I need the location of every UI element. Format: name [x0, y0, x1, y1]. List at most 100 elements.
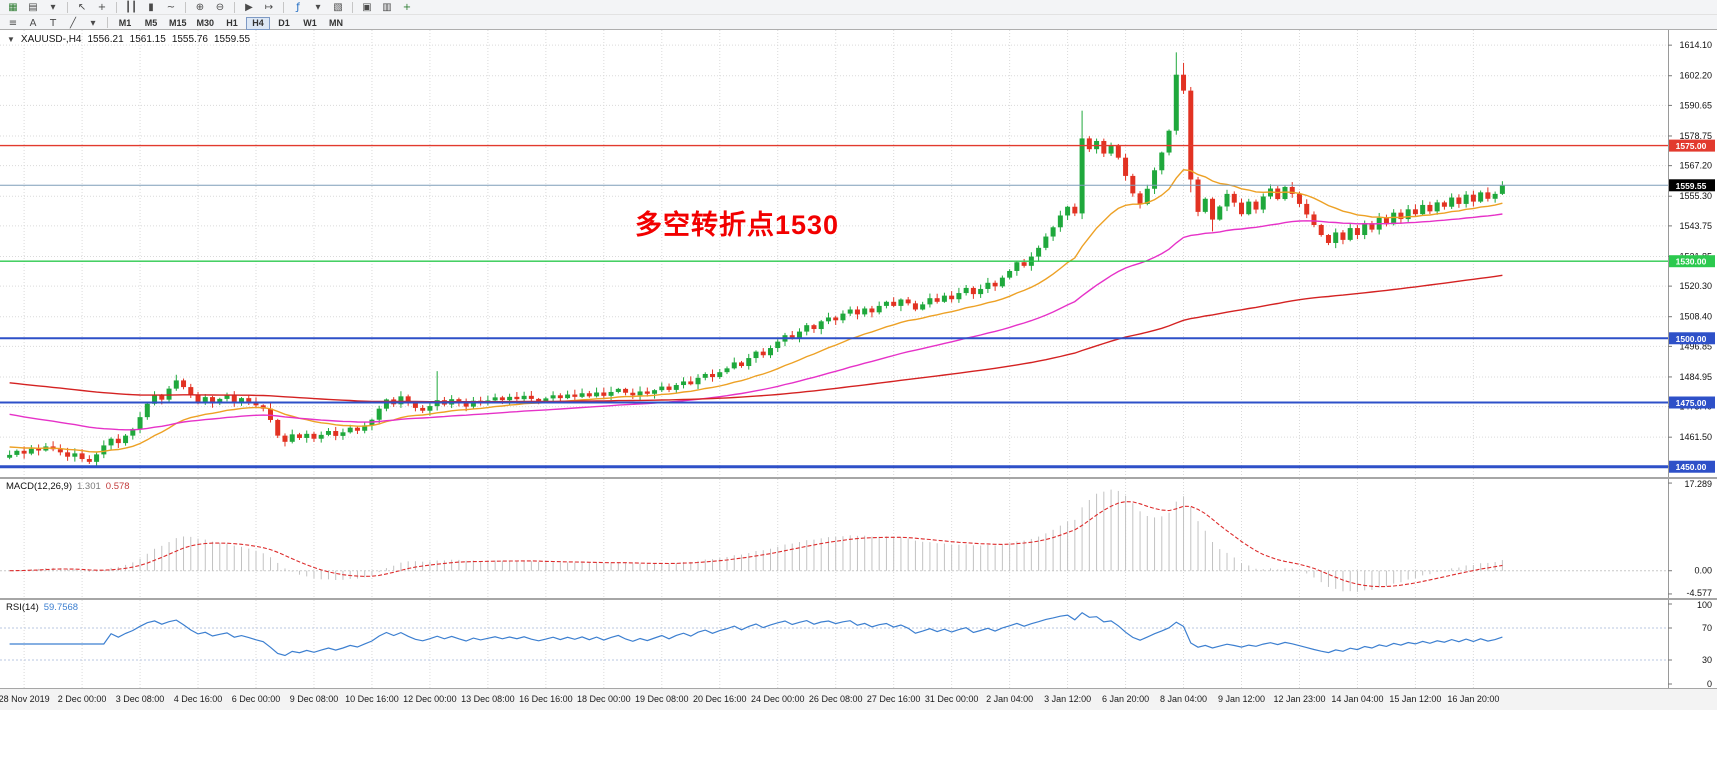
zoom-out-button[interactable]: ⊖: [211, 1, 229, 14]
price-tick: 1555.30: [1679, 191, 1712, 201]
toolbar-row-standard: ▦ ▤ ▾ ↖ + ┃┃ ▮ ~ ⊕ ⊖ ▶ ↦ ƒ ▾ ▧ ▣ ▥ +: [0, 0, 1717, 15]
indicators-button[interactable]: ƒ: [289, 1, 307, 14]
candle: [1289, 186, 1295, 194]
candle: [1137, 193, 1143, 204]
candle: [825, 317, 831, 322]
cascade-windows-button[interactable]: ▣: [358, 1, 376, 14]
profiles-dropdown[interactable]: ▾: [44, 1, 62, 14]
candle: [717, 372, 723, 378]
one-click-collapse-icon[interactable]: ▼: [7, 35, 15, 44]
timeframe-h4-button[interactable]: H4: [246, 16, 271, 30]
time-axis-label: 13 Dec 08:00: [461, 694, 515, 704]
candle: [1144, 188, 1150, 204]
timeframe-w1-button[interactable]: W1: [298, 17, 322, 30]
candle: [173, 380, 179, 389]
candle: [1239, 202, 1245, 215]
chart-shift-button[interactable]: ↦: [260, 1, 278, 14]
candle: [79, 453, 85, 460]
rsi-panel[interactable]: 100 70 30 0: [0, 600, 1717, 688]
bar-chart-button[interactable]: ┃┃: [122, 1, 140, 14]
time-axis-label: 10 Dec 16:00: [345, 694, 399, 704]
candle: [492, 397, 498, 401]
toolbar-separator: [352, 1, 353, 13]
candle: [796, 331, 802, 339]
time-axis-label: 6 Jan 20:00: [1102, 694, 1150, 704]
line-studies-dropdown[interactable]: ▾: [84, 17, 102, 30]
candle: [543, 398, 549, 401]
candle: [637, 391, 643, 396]
candle: [1173, 74, 1179, 131]
time-axis[interactable]: 28 Nov 2019 2 Dec 00:00 3 Dec 08:00 4 Dec 1…: [0, 688, 1717, 710]
timeframe-h1-button[interactable]: H1: [220, 17, 244, 30]
ma-mid-magenta: [9, 213, 1503, 431]
candle: [1369, 223, 1375, 230]
svg-text:1500.00: 1500.00: [1676, 334, 1707, 344]
candle: [1202, 198, 1208, 212]
timeframe-m15-button[interactable]: M15: [165, 17, 191, 30]
panel-splitter[interactable]: [0, 477, 1717, 479]
candle: [1492, 193, 1498, 199]
candlestick-chart-button[interactable]: ▮: [142, 1, 160, 14]
time-axis-label: 18 Dec 00:00: [577, 694, 631, 704]
svg-text:1530.00: 1530.00: [1676, 257, 1707, 267]
charts-list-button[interactable]: ≡: [4, 17, 22, 30]
main-chart-panel[interactable]: 1614.10 1602.20 1590.65 1578.75 1567.20 1555.…: [0, 30, 1717, 477]
templates-button[interactable]: ▧: [329, 1, 347, 14]
indicators-dropdown[interactable]: ▾: [309, 1, 327, 14]
macd-scale-tick: 0.00: [1694, 566, 1712, 576]
candle: [347, 427, 353, 433]
price-tick: 1484.95: [1679, 372, 1712, 382]
candle: [550, 395, 556, 399]
timeframe-mn-button[interactable]: MN: [324, 17, 348, 30]
candle: [398, 396, 404, 405]
candle: [325, 431, 331, 435]
toolbar-separator: [234, 1, 235, 13]
time-axis-label: 16 Dec 16:00: [519, 694, 573, 704]
candle: [565, 394, 571, 399]
timeframe-d1-button[interactable]: D1: [272, 17, 296, 30]
line-studies-button[interactable]: ╱: [64, 17, 82, 30]
candle: [152, 395, 158, 404]
insert-label-button[interactable]: T: [44, 17, 62, 30]
zoom-in-button[interactable]: ⊕: [191, 1, 209, 14]
candle: [753, 351, 759, 359]
candle: [463, 403, 469, 407]
candle: [28, 448, 34, 454]
auto-scroll-button[interactable]: ▶: [240, 1, 258, 14]
candle: [586, 393, 592, 397]
candle: [1159, 152, 1165, 171]
new-chart-button[interactable]: ▦: [4, 1, 22, 14]
timeframe-m30-button[interactable]: M30: [193, 17, 219, 30]
candle: [710, 373, 716, 378]
price-tick: 1614.10: [1679, 40, 1712, 50]
panel-splitter[interactable]: [0, 598, 1717, 600]
candle: [1065, 206, 1071, 216]
timeframe-m1-button[interactable]: M1: [113, 17, 137, 30]
candle: [999, 277, 1005, 287]
candle: [1086, 138, 1092, 150]
candle: [1210, 198, 1216, 220]
rsi-scale-tick: 0: [1707, 679, 1712, 688]
chart-profiles-button[interactable]: ▤: [24, 1, 42, 14]
candle: [869, 308, 875, 313]
time-axis-label: 12 Dec 00:00: [403, 694, 457, 704]
candle: [1304, 203, 1310, 215]
rsi-scale-tick: 70: [1702, 623, 1712, 633]
macd-panel[interactable]: 17.289 0.00 -4.577: [0, 479, 1717, 598]
candle: [934, 298, 940, 302]
insert-text-button[interactable]: A: [24, 17, 42, 30]
price-tick: 1461.50: [1679, 432, 1712, 442]
timeframe-m5-button[interactable]: M5: [139, 17, 163, 30]
candle: [275, 419, 281, 436]
line-chart-button[interactable]: ~: [162, 1, 180, 14]
tile-windows-button[interactable]: ▥: [378, 1, 396, 14]
candle: [891, 301, 897, 306]
cursor-icon[interactable]: ↖: [73, 1, 91, 14]
candle: [1456, 197, 1462, 204]
new-order-button[interactable]: +: [398, 1, 416, 14]
candle: [181, 380, 187, 388]
candle: [267, 408, 273, 420]
candle: [7, 454, 13, 458]
crosshair-icon[interactable]: +: [93, 1, 111, 14]
candle: [666, 386, 672, 390]
